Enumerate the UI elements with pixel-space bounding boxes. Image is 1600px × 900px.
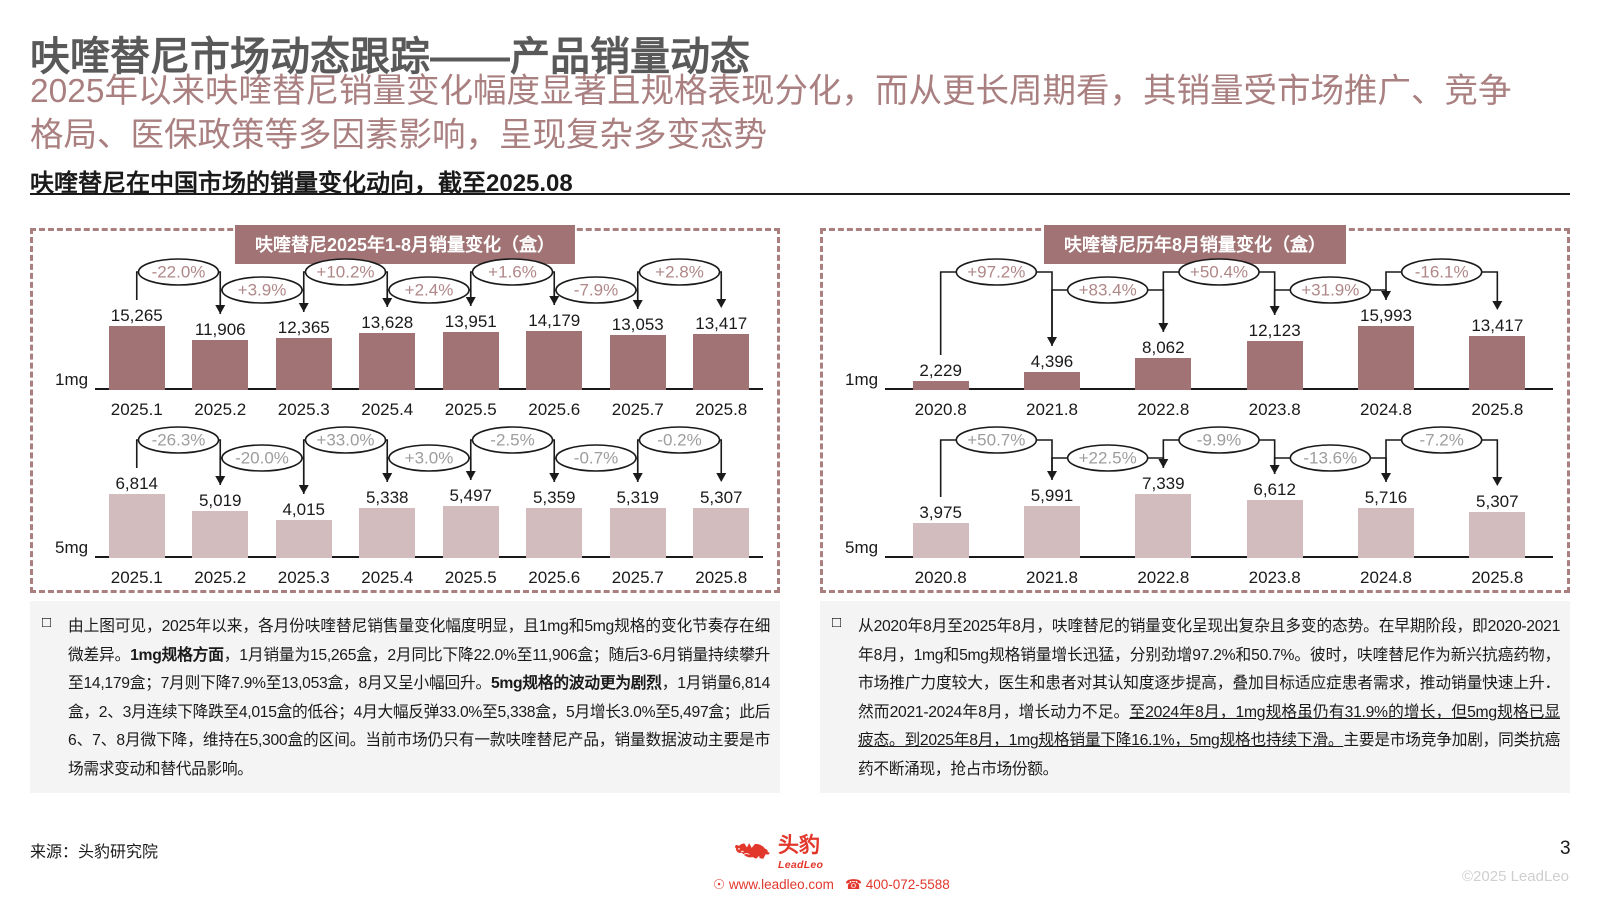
svg-text:+3.9%: +3.9% (238, 280, 287, 299)
svg-text:-13.6%: -13.6% (1303, 448, 1357, 467)
svg-text:+50.7%: +50.7% (967, 430, 1025, 449)
svg-text:+2.8%: +2.8% (655, 262, 704, 281)
svg-text:+33.0%: +33.0% (316, 430, 374, 449)
svg-text:+22.5%: +22.5% (1079, 448, 1137, 467)
svg-text:+10.2%: +10.2% (316, 262, 374, 281)
svg-text:+31.9%: +31.9% (1301, 280, 1359, 299)
svg-text:-0.7%: -0.7% (574, 448, 618, 467)
svg-text:-20.0%: -20.0% (235, 448, 289, 467)
svg-text:+2.4%: +2.4% (405, 280, 454, 299)
svg-text:+1.6%: +1.6% (488, 262, 537, 281)
svg-text:-16.1%: -16.1% (1415, 262, 1469, 281)
svg-text:-9.9%: -9.9% (1197, 430, 1241, 449)
svg-text:-26.3%: -26.3% (152, 430, 206, 449)
svg-text:-22.0%: -22.0% (152, 262, 206, 281)
svg-text:+97.2%: +97.2% (967, 262, 1025, 281)
svg-text:+3.0%: +3.0% (405, 448, 454, 467)
svg-text:+83.4%: +83.4% (1079, 280, 1137, 299)
svg-text:-7.9%: -7.9% (574, 280, 618, 299)
svg-text:-7.2%: -7.2% (1419, 430, 1463, 449)
svg-text:-0.2%: -0.2% (657, 430, 701, 449)
svg-text:+50.4%: +50.4% (1190, 262, 1248, 281)
svg-text:-2.5%: -2.5% (490, 430, 534, 449)
